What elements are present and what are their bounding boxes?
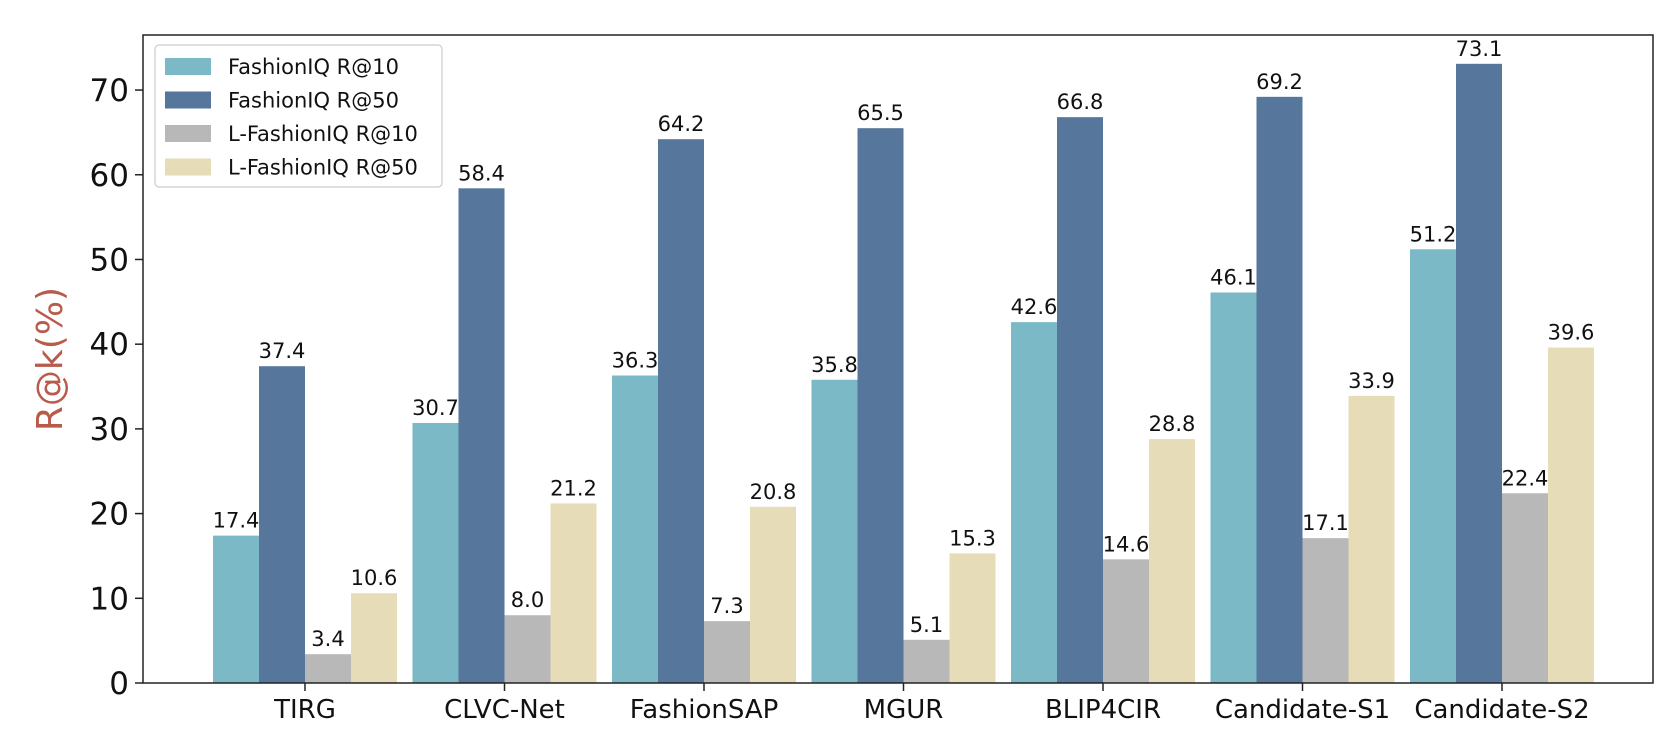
bar-value-label: 64.2 (658, 112, 705, 136)
bar (658, 139, 704, 683)
y-axis-label: R@k(%) (30, 287, 71, 431)
y-tick-label: 50 (90, 242, 129, 278)
x-tick-label: TIRG (273, 695, 336, 725)
x-axis: TIRG CLVC-Net FashionSAP MGUR BLIP4CIR Candid… (273, 683, 1590, 725)
bar-value-label: 5.1 (910, 613, 943, 637)
bar-labels-layer: 17.4 37.4 3.4 10.6 30.7 58.4 8.0 21.2 36.3 64.2 7.… (213, 37, 1595, 651)
legend-label: L-FashionIQ R@50 (228, 156, 418, 180)
bar (903, 639, 950, 683)
bar-value-label: 65.5 (857, 101, 904, 125)
x-tick-label: BLIP4CIR (1045, 695, 1161, 725)
bar (458, 188, 505, 684)
plot-frame (142, 34, 1654, 684)
bar-value-label: 39.6 (1548, 321, 1595, 345)
bars-layer (213, 63, 1594, 684)
bar-value-label: 66.8 (1057, 90, 1104, 114)
bar (1502, 493, 1548, 683)
bar (351, 593, 397, 683)
legend-swatch (165, 125, 211, 142)
bar (1011, 322, 1057, 683)
bar (259, 366, 305, 683)
bar-value-label: 15.3 (949, 526, 996, 550)
bar (1410, 249, 1456, 683)
legend: FashionIQ R@10 FashionIQ R@50 L-FashionIQ … (154, 44, 443, 188)
x-tick-label: CLVC-Net (444, 695, 565, 725)
bar (213, 535, 259, 683)
bar (1548, 347, 1594, 683)
bar-value-label: 69.2 (1256, 70, 1303, 94)
bar (612, 375, 658, 683)
y-tick-label: 10 (90, 581, 129, 617)
bar (1057, 117, 1103, 684)
y-tick-label: 40 (90, 327, 129, 363)
bar-value-label: 58.4 (458, 161, 505, 185)
bar-value-label: 51.2 (1410, 222, 1457, 246)
x-tick-label: FashionSAP (630, 695, 779, 725)
y-tick-label: 60 (90, 158, 129, 194)
legend-label: FashionIQ R@10 (228, 55, 399, 79)
bar (1302, 538, 1349, 683)
bar-value-label: 33.9 (1348, 369, 1395, 393)
bar (1149, 439, 1195, 683)
legend-swatch (165, 158, 211, 176)
bar (1456, 63, 1502, 684)
bar (857, 128, 904, 684)
x-tick-label: MGUR (864, 695, 944, 725)
bar-value-label: 17.4 (213, 509, 260, 533)
bar (704, 621, 750, 683)
bar-value-label: 46.1 (1210, 266, 1257, 290)
bar (1210, 292, 1257, 683)
y-tick-label: 0 (109, 666, 129, 702)
bar-value-label: 8.0 (511, 588, 544, 612)
bar-value-label: 73.1 (1456, 37, 1503, 61)
bar-value-label: 7.3 (710, 594, 743, 618)
bar (1103, 559, 1149, 683)
legend-box (154, 44, 443, 188)
bar-value-label: 20.8 (750, 480, 797, 504)
bar (305, 654, 351, 683)
bar-value-label: 10.6 (351, 566, 398, 590)
bar (1348, 395, 1395, 683)
bar (949, 553, 996, 683)
bar-value-label: 36.3 (612, 349, 659, 373)
legend-label: FashionIQ R@50 (228, 89, 399, 113)
legend-label: L-FashionIQ R@10 (228, 122, 418, 146)
bar-value-label: 35.8 (811, 353, 858, 377)
bar-value-label: 21.2 (550, 476, 597, 500)
bar (550, 503, 597, 683)
bar (1256, 96, 1303, 683)
bar-value-label: 30.7 (412, 396, 459, 420)
bar-value-label: 22.4 (1502, 466, 1549, 490)
legend-swatch (165, 58, 211, 75)
bar-value-label: 28.8 (1149, 412, 1196, 436)
legend-swatch (165, 91, 211, 109)
bar (412, 422, 459, 683)
bar (811, 379, 858, 683)
bar-value-label: 42.6 (1011, 295, 1058, 319)
y-tick-label: 70 (90, 73, 129, 109)
bar (750, 506, 796, 683)
bar-value-label: 3.4 (311, 627, 344, 651)
x-tick-label: Candidate-S1 (1215, 695, 1390, 725)
y-tick-label: 30 (90, 412, 129, 448)
bar (504, 615, 551, 683)
y-axis: 0 10 20 30 40 50 60 70 (90, 73, 143, 702)
y-tick-label: 20 (90, 497, 129, 533)
bar-value-label: 14.6 (1103, 532, 1150, 556)
bar-value-label: 37.4 (259, 339, 306, 363)
x-tick-label: Candidate-S2 (1414, 695, 1589, 725)
bar-value-label: 17.1 (1302, 511, 1349, 535)
